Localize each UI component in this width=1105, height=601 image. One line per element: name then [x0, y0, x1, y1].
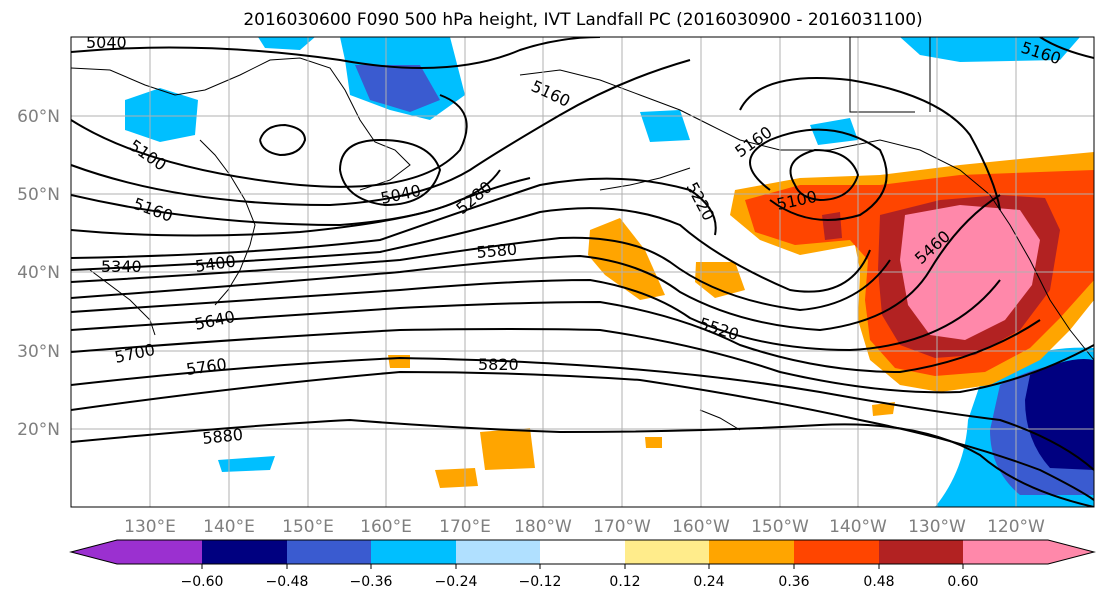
colorbar-extend-high: [963, 540, 1094, 564]
colorbar-segment: [794, 540, 879, 564]
gridlines: [71, 37, 1094, 507]
lat-label: 50°N: [17, 185, 60, 205]
colorbar-segment: [117, 540, 202, 564]
colorbar-segment: [625, 540, 709, 564]
colorbar-tick-label: 0.24: [693, 574, 724, 590]
contour-label: 5880: [201, 425, 243, 448]
colorbar-tick-label: −0.24: [435, 574, 478, 590]
colorbar: −0.60 −0.48 −0.36 −0.24 −0.12 0.12 0.24 …: [69, 539, 1096, 590]
colorbar-tick-label: −0.12: [519, 574, 562, 590]
lon-label: 150°E: [282, 517, 334, 537]
lon-label: 170°W: [593, 517, 651, 537]
pos-area-central: [588, 218, 665, 300]
colorbar-segment: [709, 540, 794, 564]
lon-label: 160°W: [672, 517, 730, 537]
pos-area-south3: [388, 355, 410, 368]
colorbar-tick-label: 0.36: [778, 574, 809, 590]
lon-label: 140°E: [203, 517, 255, 537]
pos-high-gulf: [822, 212, 842, 240]
pos-area-south1: [480, 428, 535, 470]
colorbar-segment: [456, 540, 540, 564]
colorbar-ticks: [201, 564, 964, 569]
contour-label: 5820: [478, 355, 519, 374]
lon-label: 160°E: [360, 517, 412, 537]
contour-label: 5340: [101, 257, 142, 276]
pos-area-mid: [695, 262, 745, 298]
colorbar-segment: [287, 540, 371, 564]
neg-core-siberia: [355, 65, 440, 112]
lat-label: 40°N: [17, 263, 60, 283]
lon-label: 130°W: [908, 517, 966, 537]
colorbar-tick-label: −0.36: [350, 574, 393, 590]
neg-core-southeast: [1025, 359, 1094, 470]
map-panel: 5040 5100 5160 5340 5400 5640 5700 5760 …: [71, 33, 1094, 507]
colorbar-segment: [371, 540, 456, 564]
latitude-labels: 60°N 50°N 40°N 30°N 20°N: [17, 107, 60, 440]
height-contours: [71, 37, 1094, 507]
colorbar-segment: [540, 540, 625, 564]
colorbar-tick-label: −0.48: [266, 574, 309, 590]
lon-label: 130°E: [124, 517, 176, 537]
colorbar-segment: [202, 540, 287, 564]
neg-area-kamchatka: [125, 88, 198, 142]
coastlines: [71, 37, 1094, 431]
pos-area-south4: [645, 437, 662, 448]
colorbar-segment: [879, 540, 963, 564]
contour-label: 5040: [86, 33, 127, 52]
neg-area-nw: [258, 37, 315, 50]
longitude-labels: 130°E 140°E 150°E 160°E 170°E 180°W 170°…: [124, 517, 1045, 537]
lon-label: 150°W: [751, 517, 809, 537]
lon-label: 120°W: [987, 517, 1045, 537]
neg-area-ne: [900, 37, 1080, 62]
colorbar-tick-label: 0.48: [863, 574, 894, 590]
lon-label: 170°E: [439, 517, 491, 537]
pos-area-south2: [435, 468, 478, 488]
lon-label: 180°W: [514, 517, 572, 537]
lon-label: 140°W: [829, 517, 887, 537]
lat-label: 30°N: [17, 342, 60, 362]
contour-label: 5580: [476, 240, 518, 262]
colorbar-tick-label: 0.12: [609, 574, 640, 590]
colorbar-tick-label: −0.60: [181, 574, 224, 590]
colorbar-outline: [69, 539, 1096, 565]
map-frame: [70, 36, 1095, 508]
colorbar-tick-label: 0.60: [947, 574, 978, 590]
figure-title: 2016030600 F090 500 hPa height, IVT Land…: [243, 10, 922, 30]
lat-label: 60°N: [17, 107, 60, 127]
lat-label: 20°N: [17, 420, 60, 440]
colorbar-segments: [71, 540, 1094, 564]
pos-area-south5: [872, 402, 895, 416]
neg-area-bering: [640, 110, 690, 142]
neg-area-southwest: [218, 456, 275, 472]
